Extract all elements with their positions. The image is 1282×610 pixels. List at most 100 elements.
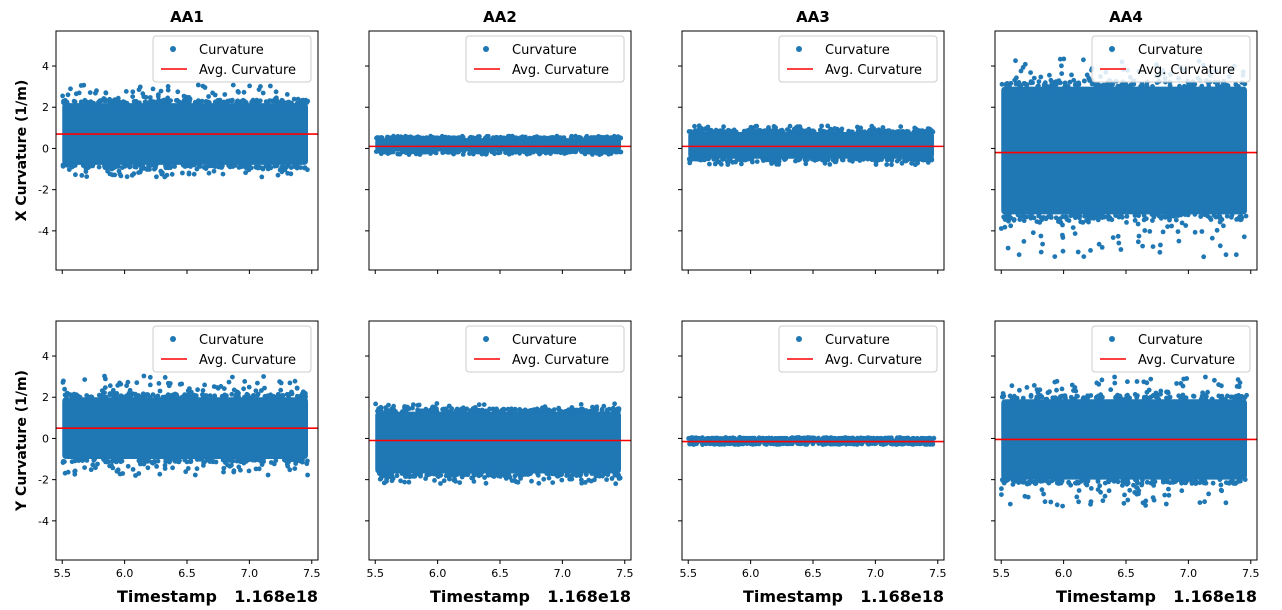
curvature-point [763,156,768,162]
curvature-point [1181,83,1187,89]
curvature-point [218,384,224,389]
curvature-point [230,97,235,103]
curvature-point [112,97,118,103]
curvature-point [534,135,540,141]
legend-label-avg: Avg. Curvature [825,63,922,78]
curvature-point [737,441,743,446]
curvature-point [107,164,113,170]
curvature-point [423,406,429,412]
curvature-point [543,406,549,412]
curvature-point [1017,477,1023,483]
curvature-point [455,149,461,155]
curvature-point [860,156,866,162]
curvature-point [746,435,752,441]
curvature-point [273,89,279,95]
curvature-point [246,384,252,390]
curvature-point [804,442,810,447]
curvature-point [1124,214,1130,219]
curvature-point [1007,501,1013,507]
curvature-point [879,157,884,162]
curvature-point [1088,215,1094,221]
y-tick-label: -4 [38,225,49,238]
curvature-point [755,128,761,134]
curvature-point [410,135,416,141]
curvature-point [231,468,237,474]
x-tick-label: 6.0 [116,567,134,580]
y-axis-label: X Curvature (1/m) [14,80,30,222]
curvature-point [1060,235,1066,240]
curvature-point [483,480,489,486]
curvature-point [278,387,284,393]
curvature-point [748,124,754,130]
curvature-point [1208,217,1214,222]
curvature-point [586,477,592,483]
curvature-point [428,135,434,141]
curvature-point [726,157,731,163]
curvature-point [531,149,536,155]
curvature-point [113,459,119,465]
curvature-band [375,411,622,474]
curvature-point [1102,493,1108,499]
curvature-point [265,100,270,106]
curvature-point [195,82,201,88]
curvature-point [1217,214,1223,220]
curvature-point [1053,82,1059,87]
curvature-point [581,149,587,155]
curvature-point [1126,395,1132,400]
curvature-point [121,394,127,400]
curvature-point [1179,220,1185,226]
curvature-point [1198,214,1204,219]
curvature-point [1049,477,1055,483]
curvature-point [111,165,116,171]
curvature-point [1069,72,1074,78]
curvature-point [819,123,824,129]
curvature-point [1110,82,1115,87]
curvature-point [1140,243,1145,249]
curvature-point [1228,394,1234,400]
curvature-point [926,441,931,446]
x-axis-label: Timestamp [117,587,217,606]
curvature-point [849,157,855,163]
curvature-point [1041,491,1046,497]
curvature-point [1073,215,1078,221]
y-tick-label: 4 [42,350,49,363]
curvature-point [579,477,584,483]
curvature-point [555,149,560,155]
curvature-point [215,98,221,103]
curvature-point [410,149,416,155]
curvature-point [287,467,293,473]
curvature-point [855,128,861,134]
curvature-point [432,478,437,483]
curvature-point [1192,229,1198,235]
curvature-point [760,435,766,441]
x-tick-label: 7.0 [1180,567,1198,580]
curvature-point [441,478,447,484]
x-offset-label: 1.168e18 [547,587,631,606]
curvature-band [688,131,935,159]
curvature-point [1059,71,1065,76]
curvature-point [1031,383,1037,388]
curvature-point [843,441,849,447]
curvature-point [556,473,562,478]
curvature-point [1028,212,1033,217]
curvature-point [1073,388,1079,394]
y-tick-label: -2 [38,184,49,197]
legend-marker-curvature [1109,46,1115,52]
curvature-point [175,89,181,95]
curvature-point [276,393,281,399]
curvature-point [1057,479,1063,485]
curvature-point [1016,252,1022,258]
curvature-point [737,435,743,441]
y-tick-label: 2 [42,101,49,114]
curvature-point [1122,492,1127,498]
curvature-point [274,162,280,168]
curvature-point [255,392,260,398]
curvature-point [1007,393,1013,399]
curvature-point [82,97,88,103]
curvature-point [390,149,396,155]
curvature-point [1223,82,1229,88]
curvature-point [618,135,623,141]
curvature-point [434,401,440,406]
curvature-point [688,129,694,134]
curvature-point [712,161,718,167]
